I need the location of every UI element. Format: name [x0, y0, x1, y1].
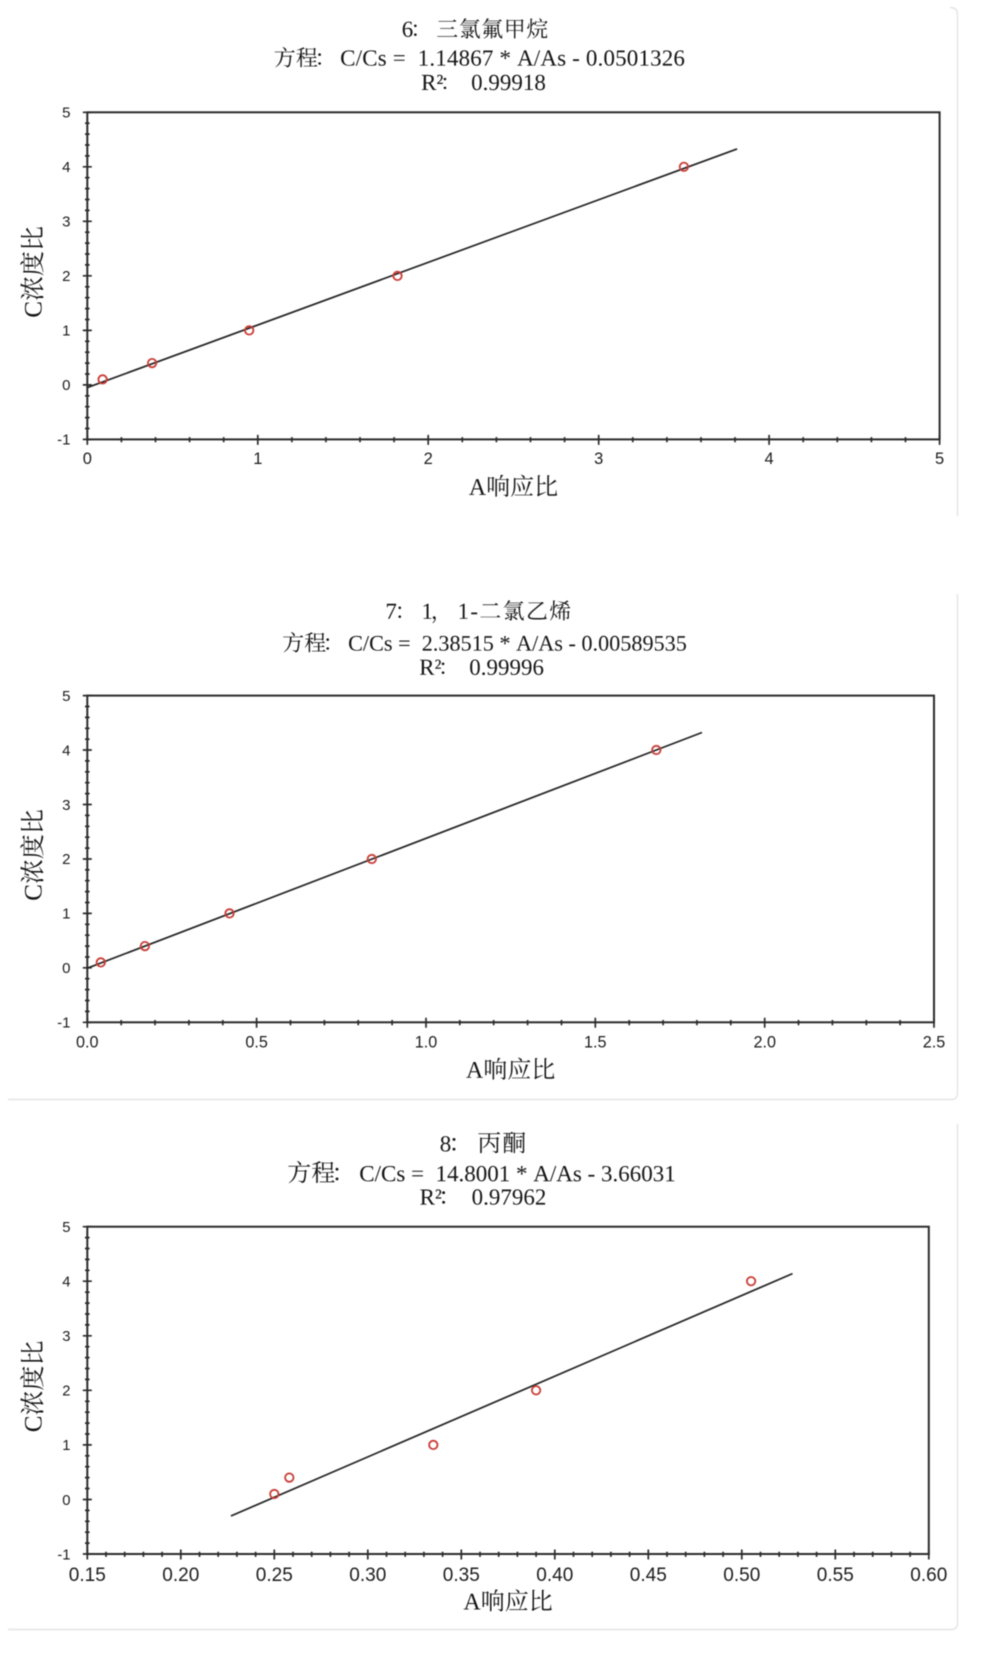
svg-text:0.25: 0.25: [256, 1565, 293, 1586]
svg-text:4: 4: [62, 159, 70, 176]
svg-text:0.20: 0.20: [162, 1565, 199, 1586]
svg-text:4: 4: [62, 742, 70, 759]
svg-text:-1: -1: [57, 432, 70, 449]
svg-text:1: 1: [253, 450, 262, 468]
svg-text:1: 1: [62, 906, 70, 923]
svg-text:2: 2: [424, 450, 433, 468]
svg-text:0.15: 0.15: [69, 1565, 106, 1586]
svg-text:3: 3: [62, 214, 70, 231]
svg-text:0.5: 0.5: [245, 1033, 268, 1051]
svg-text:3: 3: [62, 797, 70, 814]
svg-text:0: 0: [62, 960, 70, 977]
svg-text:3: 3: [594, 450, 603, 468]
svg-text:3: 3: [62, 1329, 70, 1345]
svg-text:1: 1: [62, 1438, 70, 1454]
svg-text:5: 5: [935, 450, 944, 468]
svg-text:0.60: 0.60: [910, 1565, 947, 1586]
svg-text:2: 2: [62, 1384, 70, 1400]
svg-text:0.50: 0.50: [723, 1565, 760, 1586]
svg-text:0.40: 0.40: [536, 1565, 573, 1586]
svg-text:1.5: 1.5: [584, 1033, 607, 1051]
svg-text:0: 0: [62, 377, 70, 394]
svg-text:1: 1: [62, 323, 70, 340]
svg-text:-1: -1: [57, 1015, 70, 1032]
svg-text:5: 5: [62, 1220, 70, 1236]
svg-text:0.45: 0.45: [630, 1565, 667, 1586]
svg-text:2.5: 2.5: [923, 1033, 946, 1051]
svg-text:1.0: 1.0: [415, 1033, 438, 1051]
svg-text:-1: -1: [57, 1547, 70, 1563]
svg-text:4: 4: [62, 1275, 70, 1291]
svg-text:5: 5: [62, 688, 70, 705]
svg-text:4: 4: [765, 450, 774, 468]
svg-text:0.0: 0.0: [76, 1033, 99, 1051]
svg-text:0.30: 0.30: [349, 1565, 386, 1586]
svg-text:2: 2: [62, 268, 70, 285]
svg-text:2.0: 2.0: [753, 1033, 776, 1051]
svg-text:2: 2: [62, 851, 70, 868]
svg-text:0: 0: [83, 450, 92, 468]
svg-text:0.55: 0.55: [817, 1565, 854, 1586]
svg-text:0.35: 0.35: [443, 1565, 480, 1586]
svg-text:0: 0: [62, 1493, 70, 1509]
svg-text:5: 5: [62, 105, 70, 122]
